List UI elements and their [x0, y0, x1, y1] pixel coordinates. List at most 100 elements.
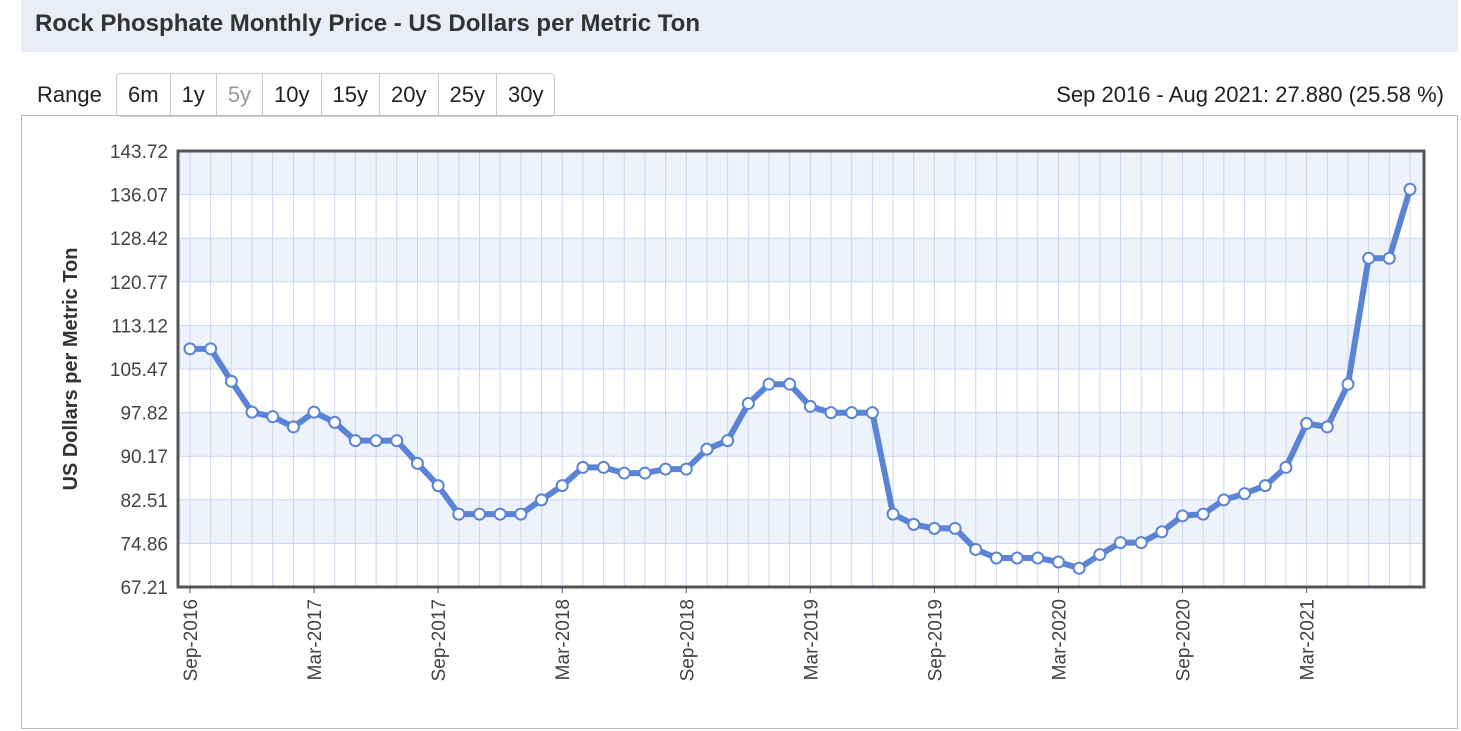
- plot-band: [178, 238, 1424, 282]
- y-tick-label: 128.42: [110, 229, 168, 250]
- data-point: [576, 460, 590, 474]
- y-tick-label: 74.86: [120, 534, 168, 555]
- data-point: [741, 397, 755, 411]
- y-tick-label: 67.21: [120, 578, 168, 599]
- range-button-5y: 5y: [216, 74, 264, 116]
- x-tick-label: Mar-2018: [553, 599, 574, 680]
- y-tick-label: 105.47: [110, 360, 168, 381]
- data-point: [183, 342, 197, 356]
- data-point: [535, 493, 549, 507]
- data-point: [1279, 460, 1293, 474]
- x-tick-label: Sep-2017: [429, 599, 450, 681]
- range-button-1y[interactable]: 1y: [170, 74, 217, 116]
- data-point: [1114, 536, 1128, 550]
- data-point: [638, 466, 652, 480]
- data-point: [1051, 555, 1065, 569]
- data-point: [266, 410, 280, 424]
- data-point: [493, 507, 507, 521]
- data-point: [472, 507, 486, 521]
- data-point: [679, 462, 693, 476]
- data-point: [989, 551, 1003, 565]
- data-point: [948, 521, 962, 535]
- plot-band: [178, 151, 1424, 195]
- y-tick-label: 82.51: [120, 491, 168, 512]
- data-point: [328, 415, 342, 429]
- range-button-30y[interactable]: 30y: [497, 74, 555, 116]
- data-point: [617, 466, 631, 480]
- y-tick-label: 143.72: [110, 142, 168, 163]
- data-point: [224, 374, 238, 388]
- data-point: [1093, 548, 1107, 562]
- data-point: [865, 406, 879, 420]
- data-point: [597, 460, 611, 474]
- y-tick-label: 90.17: [120, 447, 168, 468]
- data-point: [204, 342, 218, 356]
- x-tick-label: Mar-2019: [801, 599, 822, 680]
- data-point: [927, 521, 941, 535]
- chart-title-bar: Rock Phosphate Monthly Price - US Dollar…: [21, 0, 1458, 52]
- data-point: [1362, 251, 1376, 265]
- data-point: [969, 542, 983, 556]
- y-tick-label: 136.07: [110, 186, 168, 207]
- range-summary: Sep 2016 - Aug 2021: 27.880 (25.58 %): [1056, 82, 1444, 107]
- data-point: [659, 462, 673, 476]
- y-tick-label: 97.82: [120, 404, 168, 425]
- data-point: [369, 434, 383, 448]
- data-point: [307, 405, 321, 419]
- data-point: [245, 405, 259, 419]
- x-tick-label: Sep-2020: [1174, 599, 1195, 681]
- plot-frame: [176, 149, 1426, 589]
- data-point: [555, 479, 569, 493]
- data-point: [1320, 420, 1334, 434]
- data-point: [390, 434, 404, 448]
- data-point: [1382, 251, 1396, 265]
- data-point: [907, 517, 921, 531]
- x-tick-label: Mar-2020: [1049, 599, 1070, 680]
- x-tick-label: Sep-2016: [181, 599, 202, 681]
- data-point: [452, 507, 466, 521]
- y-tick-label: 113.12: [111, 316, 168, 337]
- data-point: [431, 479, 445, 493]
- data-point: [886, 507, 900, 521]
- data-point: [721, 434, 735, 448]
- data-point: [1031, 551, 1045, 565]
- range-selector: 6m 1y 5y 10y 15y 20y 25y 30y: [116, 73, 556, 117]
- data-point: [1176, 509, 1190, 523]
- range-button-15y[interactable]: 15y: [321, 74, 381, 116]
- x-tick-label: Mar-2021: [1298, 599, 1319, 680]
- x-tick-label: Sep-2019: [925, 599, 946, 681]
- data-point: [1238, 487, 1252, 501]
- range-button-10y[interactable]: 10y: [263, 74, 322, 116]
- data-point: [1300, 417, 1314, 431]
- data-point: [1155, 525, 1169, 539]
- data-point: [700, 442, 714, 456]
- range-button-20y[interactable]: 20y: [380, 74, 439, 116]
- x-tick-label: Sep-2018: [677, 599, 698, 681]
- data-point: [1196, 507, 1210, 521]
- plot-band: [178, 412, 1424, 457]
- x-tick-label: Mar-2017: [305, 599, 326, 680]
- data-point: [1341, 377, 1355, 391]
- data-point: [1217, 493, 1231, 507]
- data-point: [803, 399, 817, 413]
- data-point: [1258, 479, 1272, 493]
- range-button-25y[interactable]: 25y: [438, 74, 497, 116]
- range-label: Range: [37, 82, 102, 107]
- y-tick-label: 120.77: [110, 273, 168, 294]
- data-point: [514, 507, 528, 521]
- chart-title: Rock Phosphate Monthly Price - US Dollar…: [35, 10, 701, 37]
- data-point: [1072, 561, 1086, 575]
- data-point: [410, 456, 424, 470]
- data-point: [1403, 182, 1417, 196]
- plot-band: [178, 499, 1424, 544]
- data-point: [1134, 536, 1148, 550]
- data-point: [762, 377, 776, 391]
- plot-band: [178, 325, 1424, 369]
- data-point: [845, 406, 859, 420]
- chart-frame: [21, 115, 1458, 729]
- y-axis-title: US Dollars per Metric Ton: [60, 247, 82, 490]
- range-button-6m[interactable]: 6m: [117, 74, 171, 116]
- data-point: [1010, 551, 1024, 565]
- data-point: [286, 420, 300, 434]
